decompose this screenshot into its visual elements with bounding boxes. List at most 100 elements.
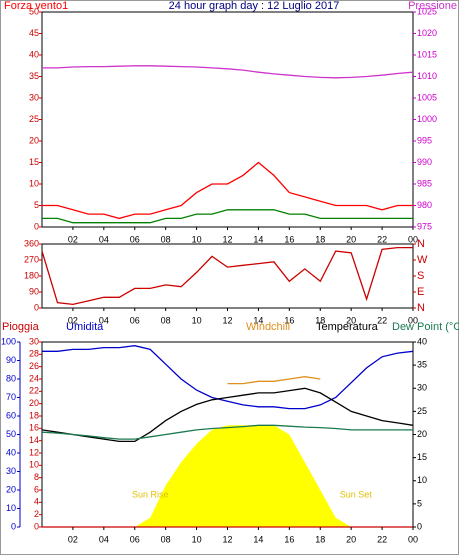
x-tick-label: 06 xyxy=(130,234,140,244)
y-tick-label: 26 xyxy=(29,361,39,371)
y-tick-label: 25 xyxy=(29,114,39,124)
y-tick-label: 5 xyxy=(34,200,39,210)
x-tick-label: 16 xyxy=(284,234,294,244)
x-tick-label: 10 xyxy=(192,315,202,325)
y-tick-label: 6 xyxy=(34,484,39,494)
line xyxy=(42,161,413,220)
area xyxy=(42,425,413,527)
y-tick-label: 270 xyxy=(24,254,39,264)
y2-tick-label: N xyxy=(417,238,425,250)
y3-tick-label: 80 xyxy=(6,373,16,383)
y2-tick-label: 995 xyxy=(417,135,432,145)
x-tick-label: 08 xyxy=(161,234,171,244)
y-tick-label: 4 xyxy=(34,497,39,507)
y-tick-label: 45 xyxy=(29,28,39,38)
y-tick-label: 0 xyxy=(34,521,39,531)
line xyxy=(227,376,321,385)
x-tick-label: 04 xyxy=(99,534,109,544)
legend-label: Pioggia xyxy=(2,321,40,333)
y2-tick-label: N xyxy=(417,302,425,314)
y3-tick-label: 100 xyxy=(1,336,16,346)
x-tick-label: 18 xyxy=(315,234,325,244)
x-tick-label: 14 xyxy=(253,534,263,544)
y-tick-label: 15 xyxy=(29,157,39,167)
y-tick-label: 0 xyxy=(34,302,39,312)
y2-tick-label: 975 xyxy=(417,221,432,231)
y2-tick-label: 0 xyxy=(417,521,422,531)
y3-tick-label: 0 xyxy=(11,521,16,531)
y2-tick-label: 15 xyxy=(417,452,427,462)
x-tick-label: 00 xyxy=(408,534,418,544)
y2-tick-label: 5 xyxy=(417,498,422,508)
line xyxy=(42,345,414,410)
y-tick-label: 28 xyxy=(29,349,39,359)
y2-tick-label: 1020 xyxy=(417,28,437,38)
line xyxy=(42,209,413,224)
chart-title: 24 hour graph day : 12 Luglio 2017 xyxy=(169,0,340,12)
y2-tick-label: 10 xyxy=(417,475,427,485)
y-tick-label: 10 xyxy=(29,460,39,470)
x-tick-label: 12 xyxy=(222,315,232,325)
y2-tick-label: 980 xyxy=(417,200,432,210)
y2-tick-label: 990 xyxy=(417,157,432,167)
x-tick-label: 18 xyxy=(315,315,325,325)
annotation: Sun Rise xyxy=(132,489,169,499)
y-tick-label: 35 xyxy=(29,71,39,81)
y3-tick-label: 30 xyxy=(6,466,16,476)
y2-tick-label: S xyxy=(417,270,424,282)
y-tick-label: 12 xyxy=(29,447,39,457)
y-tick-label: 360 xyxy=(24,238,39,248)
x-tick-label: 04 xyxy=(99,315,109,325)
y2-tick-label: 1015 xyxy=(417,49,437,59)
legend-label: Forza vento1 xyxy=(4,0,68,12)
x-tick-label: 16 xyxy=(284,315,294,325)
x-tick-label: 10 xyxy=(192,534,202,544)
y-tick-label: 8 xyxy=(34,472,39,482)
x-tick-label: 02 xyxy=(68,234,78,244)
x-tick-label: 22 xyxy=(377,534,387,544)
y3-tick-label: 60 xyxy=(6,410,16,420)
line xyxy=(41,246,413,306)
y-tick-label: 40 xyxy=(29,49,39,59)
x-tick-label: 00 xyxy=(408,315,418,325)
x-tick-label: 06 xyxy=(130,315,140,325)
y-tick-label: 22 xyxy=(29,386,39,396)
y3-tick-label: 10 xyxy=(6,503,16,513)
legend-label: Dew Point (°C xyxy=(392,321,459,333)
x-tick-label: 12 xyxy=(222,534,232,544)
y-tick-label: 0 xyxy=(34,221,39,231)
x-tick-label: 16 xyxy=(284,534,294,544)
y2-tick-label: E xyxy=(417,286,424,298)
x-tick-label: 02 xyxy=(68,315,78,325)
y2-tick-label: 30 xyxy=(417,383,427,393)
line xyxy=(41,387,414,443)
y2-tick-label: W xyxy=(417,254,428,266)
y2-tick-label: 25 xyxy=(417,406,427,416)
y3-tick-label: 50 xyxy=(6,429,16,439)
y-tick-label: 30 xyxy=(29,336,39,346)
x-tick-label: 04 xyxy=(99,234,109,244)
annotation: Sun Set xyxy=(340,489,373,499)
y-tick-label: 24 xyxy=(29,373,39,383)
legend-label: Umidita xyxy=(66,321,104,333)
y-tick-label: 180 xyxy=(24,270,39,280)
y-tick-label: 90 xyxy=(29,286,39,296)
y3-tick-label: 40 xyxy=(6,447,16,457)
y-tick-label: 2 xyxy=(34,509,39,519)
y3-tick-label: 90 xyxy=(6,355,16,365)
x-tick-label: 20 xyxy=(346,534,356,544)
y2-tick-label: 1025 xyxy=(417,6,437,16)
x-tick-label: 08 xyxy=(161,534,171,544)
line xyxy=(41,424,413,440)
y2-tick-label: 1000 xyxy=(417,114,437,124)
y-tick-label: 20 xyxy=(29,135,39,145)
y-tick-label: 20 xyxy=(29,398,39,408)
x-tick-label: 00 xyxy=(408,234,418,244)
x-tick-label: 22 xyxy=(377,234,387,244)
y-tick-label: 30 xyxy=(29,92,39,102)
y-tick-label: 50 xyxy=(29,6,39,16)
x-tick-label: 12 xyxy=(222,234,232,244)
y3-tick-label: 70 xyxy=(6,392,16,402)
y-tick-label: 18 xyxy=(29,410,39,420)
